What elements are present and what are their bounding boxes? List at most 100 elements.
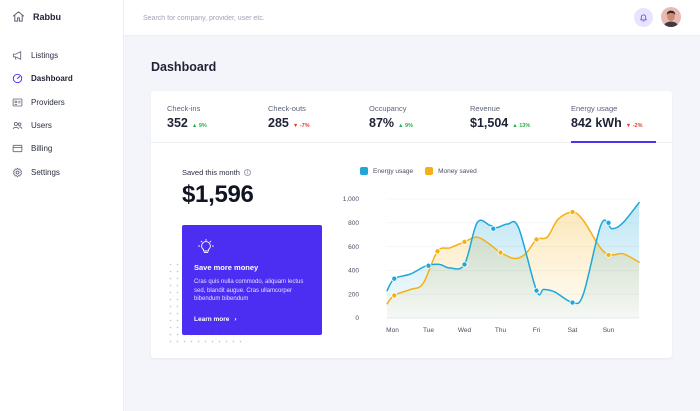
kpi-delta-down: ▼ -2% (625, 123, 643, 129)
data-point (605, 219, 612, 226)
sidebar-item-users[interactable]: Users (12, 114, 73, 137)
arrow-down-icon: ▼ (292, 123, 300, 129)
chevron-right-icon: › (234, 316, 237, 323)
promo-card: Save more money Cras quis nulla commodo,… (182, 225, 322, 335)
megaphone-icon (12, 51, 22, 60)
data-point (461, 238, 468, 245)
legend-money-saved[interactable]: Money saved (425, 167, 477, 175)
data-point (490, 225, 497, 232)
promo-title: Save more money (194, 263, 259, 272)
data-point (391, 292, 398, 299)
arrow-up-icon: ▲ (191, 123, 199, 129)
kpi-occupancy[interactable]: Occupancy 87% ▲ 9% (353, 91, 449, 143)
y-tick-label: 600 (348, 244, 359, 251)
avatar[interactable] (661, 7, 681, 27)
topbar (124, 0, 700, 36)
selected-tab-indicator (571, 141, 656, 143)
sidebar-item-label: Listings (31, 51, 59, 61)
dashboard-card: Check-ins 352 ▲ 9% Check-outs 285 ▼ -7% … (151, 91, 672, 358)
x-tick-label: Thu (495, 327, 507, 334)
notifications-button[interactable] (634, 8, 653, 27)
users-icon (12, 122, 23, 130)
chart-legend: Energy usage Money saved (360, 167, 477, 175)
bell-icon (640, 14, 647, 22)
legend-energy-usage[interactable]: Energy usage (360, 167, 413, 175)
kpi-check-ins[interactable]: Check-ins 352 ▲ 9% (151, 91, 247, 143)
sidebar-item-label: Users (31, 121, 52, 131)
data-point (533, 236, 540, 243)
line-chart: 0 200 400 600 800 1,000 Mon Tue Wed Thu Fri Sat Sun (343, 196, 640, 334)
kpi-check-outs[interactable]: Check-outs 285 ▼ -7% (252, 91, 348, 143)
kpi-revenue[interactable]: Revenue $1,504 ▲ 13% (454, 91, 550, 143)
savings-label: Saved this month i (182, 168, 251, 177)
sidebar-item-dashboard[interactable]: Dashboard (12, 67, 73, 90)
data-point (605, 251, 612, 258)
kpi-tabs: Check-ins 352 ▲ 9% Check-outs 285 ▼ -7% … (151, 91, 672, 143)
learn-more-link[interactable]: Learn more › (194, 316, 237, 323)
x-tick-label: Sun (603, 327, 615, 334)
sidebar-item-label: Billing (31, 144, 53, 154)
sidebar-item-providers[interactable]: Providers (12, 91, 73, 114)
info-icon[interactable]: i (243, 169, 251, 176)
gear-icon (13, 167, 22, 177)
data-point (391, 275, 398, 282)
sidebar-item-label: Dashboard (31, 74, 73, 84)
brand-name: Rabbu (33, 11, 61, 22)
kpi-value: 285 (268, 116, 289, 130)
promo-text: Cras quis nulla commodo, aliquam lectus … (194, 279, 304, 303)
credit-card-icon (12, 145, 23, 153)
y-tick-label: 400 (348, 268, 359, 275)
data-point (497, 249, 504, 256)
data-point (569, 209, 576, 216)
kpi-label: Revenue (470, 104, 501, 113)
arrow-down-icon: ▼ (625, 123, 633, 129)
user-photo (661, 7, 681, 27)
y-tick-label: 1,000 (343, 196, 360, 203)
data-point (425, 262, 432, 269)
sidebar-item-label: Providers (31, 97, 65, 107)
kpi-value: $1,504 (470, 116, 509, 130)
x-tick-label: Wed (458, 327, 472, 334)
lightbulb-icon (198, 239, 214, 254)
x-tick-label: Mon (386, 327, 399, 334)
search-input[interactable] (143, 12, 443, 24)
data-point (533, 287, 540, 294)
x-tick-label: Tue (423, 327, 434, 334)
kpi-value: 842 kWh (571, 116, 622, 130)
kpi-delta-up: ▲ 13% (512, 123, 531, 129)
kpi-value: 87% (369, 116, 395, 130)
kpi-label: Check-ins (167, 104, 201, 113)
sidebar-item-label: Settings (31, 167, 60, 177)
kpi-delta-down: ▼ -7% (292, 123, 310, 129)
sidebar-item-listings[interactable]: Listings (12, 44, 73, 67)
kpi-delta-up: ▲ 9% (398, 123, 413, 129)
kpi-energy-usage[interactable]: Energy usage 842 kWh ▼ -2% (555, 91, 665, 143)
kpi-label: Check-outs (268, 104, 306, 113)
id-card-icon (12, 98, 23, 107)
kpi-value: 352 (167, 116, 188, 130)
arrow-up-icon: ▲ (398, 123, 406, 129)
legend-swatch (425, 167, 434, 175)
y-tick-label: 200 (348, 291, 359, 298)
kpi-delta-up: ▲ 9% (191, 123, 207, 129)
home-icon (12, 11, 25, 22)
sidebar: Rabbu Listings Dashboard Providers Users… (0, 0, 124, 411)
page-title: Dashboard (151, 60, 217, 74)
savings-value: $1,596 (182, 181, 254, 208)
arrow-up-icon: ▲ (512, 123, 520, 129)
legend-swatch (360, 167, 368, 175)
kpi-label: Occupancy (369, 104, 407, 113)
gauge-icon (12, 74, 23, 84)
y-tick-label: 0 (355, 315, 359, 322)
sidebar-item-settings[interactable]: Settings (12, 160, 73, 183)
data-point (569, 299, 576, 306)
x-tick-label: Fri (533, 327, 541, 334)
sidebar-nav: Listings Dashboard Providers Users Billi… (12, 44, 73, 184)
sidebar-item-billing[interactable]: Billing (12, 137, 73, 160)
y-tick-label: 800 (348, 220, 359, 227)
brand[interactable]: Rabbu (12, 10, 61, 23)
kpi-label: Energy usage (571, 104, 618, 113)
x-tick-label: Sat (568, 327, 578, 334)
data-point (434, 248, 441, 255)
data-point (461, 261, 468, 268)
